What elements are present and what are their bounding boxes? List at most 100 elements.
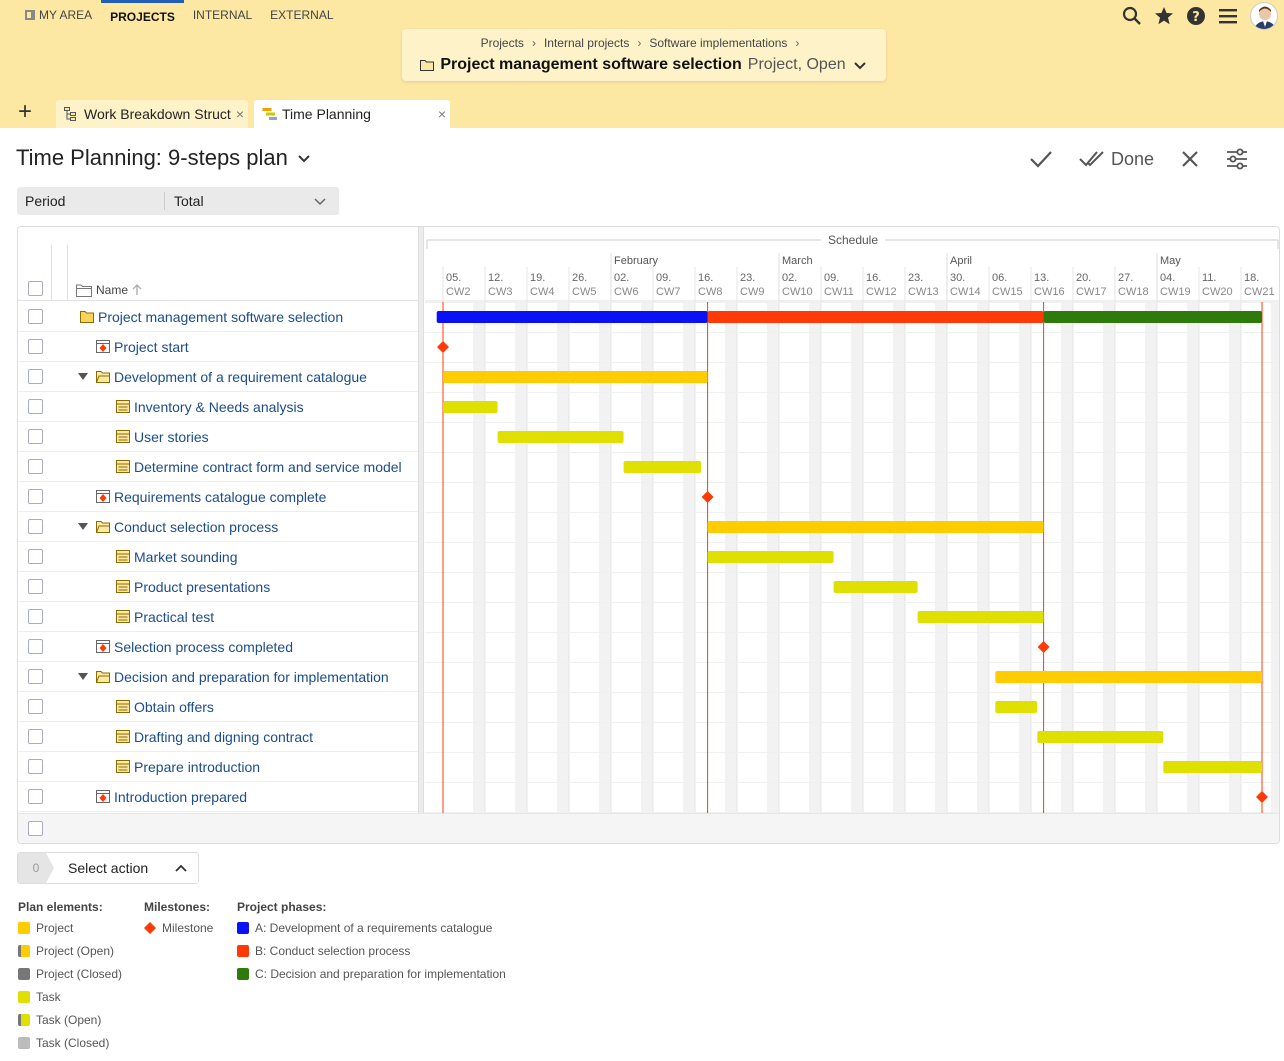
- table-row[interactable]: Practical test: [18, 602, 418, 632]
- close-view-button[interactable]: [1180, 149, 1200, 169]
- close-icon[interactable]: ×: [235, 106, 244, 122]
- sort-up-icon[interactable]: [132, 284, 142, 296]
- nav-my-area[interactable]: MY AREA: [16, 0, 101, 30]
- row-checkbox[interactable]: [28, 519, 43, 534]
- table-row[interactable]: Obtain offers: [18, 692, 418, 722]
- panel-splitter[interactable]: [418, 227, 424, 813]
- table-row[interactable]: Drafting and digning contract: [18, 722, 418, 752]
- milestone-marker: [1256, 791, 1268, 803]
- menu-icon[interactable]: [1218, 6, 1238, 26]
- table-row[interactable]: Product presentations: [18, 572, 418, 602]
- close-icon[interactable]: ×: [437, 106, 446, 122]
- row-name[interactable]: Conduct selection process: [114, 519, 279, 535]
- crumb-projects[interactable]: Projects: [480, 36, 524, 50]
- table-row[interactable]: Determine contract form and service mode…: [18, 452, 418, 482]
- row-checkbox[interactable]: [28, 429, 43, 444]
- table-row[interactable]: Decision and preparation for implementat…: [18, 662, 418, 692]
- row-checkbox[interactable]: [28, 549, 43, 564]
- row-name[interactable]: Introduction prepared: [114, 789, 248, 805]
- table-row[interactable]: Development of a requirement catalogue: [18, 362, 418, 392]
- tab-work-breakdown[interactable]: Work Breakdown Struct ×: [56, 100, 248, 128]
- table-row[interactable]: Conduct selection process: [18, 512, 418, 542]
- avatar[interactable]: [1250, 2, 1278, 30]
- save-button[interactable]: [1029, 149, 1053, 169]
- row-name[interactable]: Selection process completed: [114, 639, 293, 655]
- row-name[interactable]: Decision and preparation for implementat…: [114, 669, 389, 685]
- row-checkbox[interactable]: [28, 789, 43, 804]
- collapse-toggle-icon[interactable]: [78, 523, 88, 530]
- view-title[interactable]: Time Planning: 9-steps plan: [16, 145, 312, 171]
- help-icon[interactable]: ?: [1186, 6, 1206, 26]
- chevron-up-icon[interactable]: [174, 861, 188, 875]
- folder-open-icon: [96, 521, 110, 533]
- table-row[interactable]: Introduction prepared: [18, 782, 418, 812]
- row-name[interactable]: Development of a requirement catalogue: [114, 369, 367, 385]
- task-bar: [497, 431, 624, 443]
- name-column-header[interactable]: Name: [76, 283, 142, 297]
- star-icon[interactable]: [1154, 6, 1174, 26]
- row-name[interactable]: User stories: [134, 429, 209, 445]
- row-checkbox[interactable]: [28, 309, 43, 324]
- row-name[interactable]: Requirements catalogue complete: [114, 489, 327, 505]
- row-checkbox[interactable]: [28, 759, 43, 774]
- crumb-internal-projects[interactable]: Internal projects: [543, 36, 630, 50]
- search-icon[interactable]: [1122, 6, 1142, 26]
- chevron-down-icon[interactable]: [852, 57, 868, 73]
- table-row[interactable]: Selection process completed: [18, 632, 418, 662]
- select-all-checkbox[interactable]: [28, 281, 43, 296]
- row-name[interactable]: Project management software selection: [98, 309, 344, 325]
- crumb-software-implementations[interactable]: Software implementations: [649, 36, 788, 50]
- project-title[interactable]: Project management software selection Pr…: [402, 56, 886, 74]
- row-name[interactable]: Prepare introduction: [134, 759, 261, 775]
- row-checkbox[interactable]: [28, 729, 43, 744]
- row-name[interactable]: Product presentations: [134, 579, 271, 595]
- weekend-shade: [851, 302, 857, 813]
- tab-time-planning[interactable]: Time Planning ×: [254, 100, 450, 128]
- row-checkbox[interactable]: [28, 639, 43, 654]
- nav-internal[interactable]: INTERNAL: [192, 8, 253, 22]
- row-name[interactable]: Inventory & Needs analysis: [134, 399, 304, 415]
- row-checkbox[interactable]: [28, 699, 43, 714]
- collapse-toggle-icon[interactable]: [78, 673, 88, 680]
- week-day-label: 16.: [698, 272, 713, 284]
- table-row[interactable]: Prepare introduction: [18, 752, 418, 782]
- view-actions: Done: [1029, 148, 1248, 170]
- row-name[interactable]: Obtain offers: [134, 699, 214, 715]
- chevron-down-icon[interactable]: [313, 194, 327, 208]
- row-checkbox[interactable]: [28, 489, 43, 504]
- row-name[interactable]: Project start: [114, 339, 189, 355]
- milestone-icon: [96, 340, 110, 353]
- collapse-toggle-icon[interactable]: [78, 373, 88, 380]
- milestone-icon: [96, 640, 110, 653]
- table-row[interactable]: Project management software selection: [18, 302, 418, 332]
- row-checkbox[interactable]: [28, 459, 43, 474]
- table-row[interactable]: Market sounding: [18, 542, 418, 572]
- legend-plan-label: Task (Closed): [36, 1035, 110, 1050]
- done-button[interactable]: Done: [1079, 149, 1154, 170]
- time-planning-icon: [262, 108, 277, 120]
- table-row[interactable]: Project start: [18, 332, 418, 362]
- row-checkbox[interactable]: [28, 369, 43, 384]
- row-checkbox[interactable]: [28, 609, 43, 624]
- grid-footer: [18, 813, 1279, 843]
- nav-external[interactable]: EXTERNAL: [270, 8, 334, 22]
- chevron-down-icon[interactable]: [296, 150, 312, 166]
- table-row[interactable]: User stories: [18, 422, 418, 452]
- add-tab-button[interactable]: +: [17, 98, 32, 125]
- milestone-icon: [96, 490, 110, 503]
- row-name[interactable]: Determine contract form and service mode…: [134, 459, 402, 475]
- new-row-checkbox[interactable]: [28, 821, 43, 836]
- row-checkbox[interactable]: [28, 669, 43, 684]
- table-row[interactable]: Inventory & Needs analysis: [18, 392, 418, 422]
- settings-button[interactable]: [1226, 148, 1248, 170]
- period-selector[interactable]: Period Total: [17, 187, 339, 215]
- row-checkbox[interactable]: [28, 579, 43, 594]
- nav-projects[interactable]: PROJECTS: [101, 0, 184, 30]
- row-checkbox[interactable]: [28, 339, 43, 354]
- row-name[interactable]: Drafting and digning contract: [134, 729, 313, 745]
- table-row[interactable]: Requirements catalogue complete: [18, 482, 418, 512]
- row-checkbox[interactable]: [28, 399, 43, 414]
- select-action-dropdown[interactable]: 0 Select action: [17, 852, 199, 884]
- row-name[interactable]: Practical test: [134, 609, 215, 625]
- row-name[interactable]: Market sounding: [134, 549, 238, 565]
